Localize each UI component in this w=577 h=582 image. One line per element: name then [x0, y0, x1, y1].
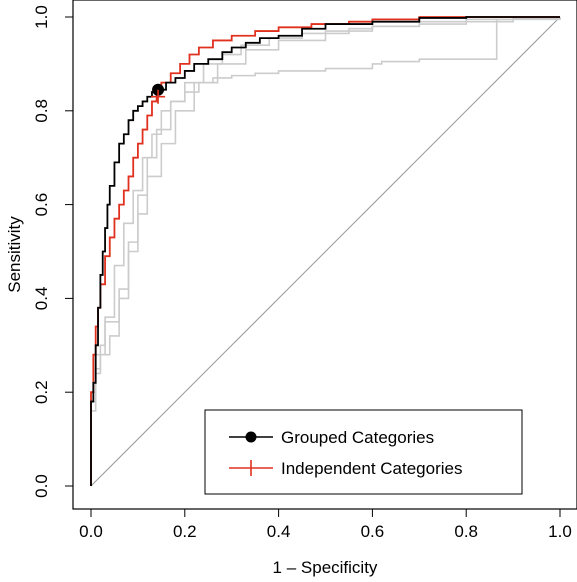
x-tick-label: 0.2 [173, 522, 197, 541]
roc-curve-grouped-categories [90, 16, 560, 486]
x-tick-label: 0.8 [454, 522, 478, 541]
legend-entry: Independent Categories [229, 459, 462, 478]
axes-layer: 0.0 0.2 0.4 0.6 0.8 1.0 0.0 0.2 0.4 0.6 0.8 1.0 1 – … [5, 5, 572, 577]
legend-label: Grouped Categories [281, 428, 434, 447]
legend-label: Independent Categories [281, 459, 462, 478]
reference-diagonal-layer [90, 16, 561, 487]
reference-diagonal [90, 16, 561, 487]
x-tick-label: 0.6 [361, 522, 385, 541]
legend-marker-circle [245, 431, 257, 443]
roc-curve-independent-categories [90, 16, 560, 486]
y-axis-title: Sensitivity [5, 216, 24, 293]
roc-curve-background-2 [90, 17, 561, 486]
highlight-markers-layer [151, 83, 166, 104]
x-tick-label: 0.4 [267, 522, 291, 541]
roc-curves-layer [90, 16, 561, 486]
roc-curve-background-4 [90, 17, 561, 486]
y-tick-label: 0.4 [32, 287, 51, 311]
y-tick-label: 0.0 [32, 474, 51, 498]
legend: Grouped Categories Independent Categories [204, 409, 523, 495]
y-tick-label: 0.6 [32, 193, 51, 217]
legend-box [204, 409, 523, 495]
independent-operating-point [151, 89, 166, 104]
x-axis-title: 1 – Specificity [273, 558, 378, 577]
y-tick-label: 1.0 [32, 5, 51, 29]
x-tick-label: 1.0 [548, 522, 572, 541]
x-tick-label: 0.0 [79, 522, 103, 541]
y-tick-label: 0.2 [32, 380, 51, 404]
grouped-operating-point [152, 83, 165, 96]
legend-entry: Grouped Categories [229, 428, 434, 447]
y-tick-label: 0.8 [32, 99, 51, 123]
